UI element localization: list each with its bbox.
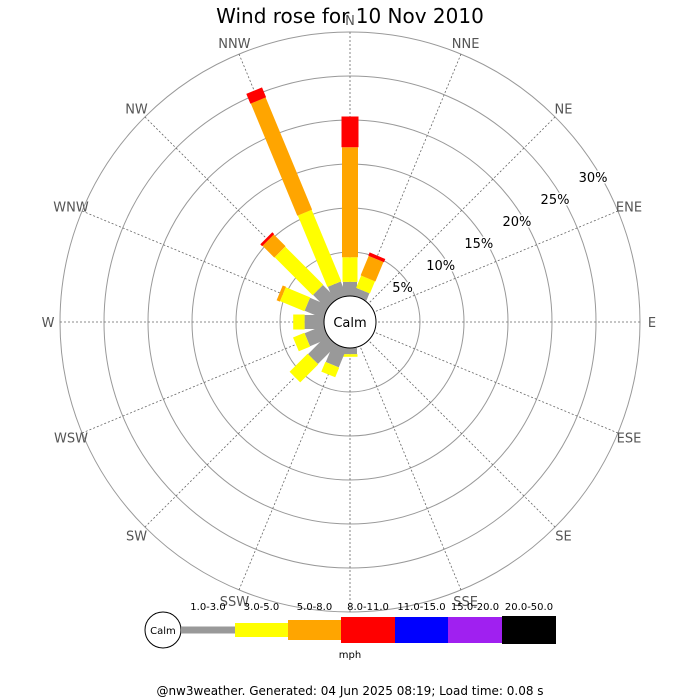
legend-swatch-8.0-11.0 [341, 617, 395, 643]
bar-N-5.0-8.0 [342, 147, 358, 258]
bar-NNE-8.0-11.0 [368, 252, 386, 263]
ring-label: 30% [579, 171, 608, 186]
ring-label: 15% [464, 237, 493, 252]
direction-label-SW: SW [126, 530, 147, 545]
bar-SSW-3.0-5.0 [321, 361, 340, 378]
grid-spoke [349, 321, 619, 434]
bar-W-1.0-3.0 [304, 315, 324, 329]
direction-label-NNW: NNW [218, 37, 250, 52]
ring-label: 5% [392, 281, 413, 296]
direction-label-W: W [42, 316, 55, 331]
legend-bin-label: 11.0-15.0 [397, 602, 445, 613]
legend-bin-label: 20.0-50.0 [505, 602, 553, 613]
ring-label: 25% [541, 193, 570, 208]
bar-NW-1.0-3.0 [313, 285, 337, 309]
legend-bin-label: 8.0-11.0 [347, 602, 389, 613]
direction-label-NE: NE [555, 103, 573, 118]
bar-W-3.0-5.0 [293, 314, 305, 330]
direction-label-NW: NW [125, 103, 148, 118]
bar-NW-3.0-5.0 [274, 246, 324, 296]
footer-text: @nw3weather. Generated: 04 Jun 2025 08:1… [156, 684, 544, 698]
bar-NW-5.0-8.0 [262, 234, 286, 258]
grid-spoke [349, 321, 556, 528]
bar-N-1.0-3.0 [343, 281, 357, 296]
direction-label-N: N [345, 14, 355, 29]
bar-S-1.0-3.0 [343, 348, 357, 355]
legend-swatch-11.0-15.0 [395, 617, 448, 643]
bars-layer: Calm [246, 87, 386, 383]
legend-bin-label: 1.0-3.0 [190, 602, 225, 613]
legend-bin-label: 3.0-5.0 [244, 602, 279, 613]
labels-layer: NNNENEENEEESESESSESSSWSWWSWWWNWNWNNW5%10… [42, 14, 657, 633]
bar-NW-8.0-11.0 [260, 232, 275, 247]
bar-N-3.0-5.0 [342, 257, 358, 282]
direction-label-SE: SE [555, 530, 571, 545]
legend-swatch-15.0-20.0 [448, 617, 502, 643]
bar-SSW-1.0-3.0 [325, 343, 347, 368]
bar-WNW-1.0-3.0 [304, 297, 329, 319]
direction-label-SSE: SSE [453, 595, 478, 610]
bar-NNW-3.0-5.0 [297, 209, 342, 287]
bar-SW-1.0-3.0 [308, 335, 337, 364]
bar-WNW-5.0-8.0 [276, 285, 286, 302]
bar-SW-3.0-5.0 [289, 353, 319, 383]
legend-bin-label: 15.0-20.0 [451, 602, 499, 613]
direction-label-E: E [648, 316, 656, 331]
bar-WSW-3.0-5.0 [293, 332, 311, 352]
direction-label-WSW: WSW [54, 432, 88, 447]
bar-NNE-1.0-3.0 [353, 288, 370, 301]
bar-N-8.0-11.0 [341, 116, 359, 148]
legend-calm-label: Calm [150, 626, 176, 637]
direction-label-SSW: SSW [220, 595, 250, 610]
legend-swatch-3.0-5.0 [235, 623, 288, 637]
legend-swatch-5.0-8.0 [288, 620, 341, 640]
legend-swatch-20.0-50.0 [502, 616, 556, 644]
legend-bin-label: 5.0-8.0 [297, 602, 332, 613]
bar-NNW-8.0-11.0 [246, 87, 267, 104]
bar-NNE-3.0-5.0 [356, 275, 375, 294]
direction-label-ESE: ESE [617, 432, 642, 447]
grid-spoke [349, 210, 619, 323]
ring-label: 20% [502, 215, 531, 230]
legend-swatch-1.0-3.0 [181, 626, 235, 634]
legend: Calm 1.0-3.0 3.0-5.0 5.0-8.0 8.0-11.0 11.0-15… [144, 602, 556, 661]
bar-NNW-1.0-3.0 [327, 281, 347, 301]
grid-spoke [349, 116, 556, 323]
direction-label-ENE: ENE [616, 200, 642, 215]
grid-spoke [349, 321, 462, 591]
ring-label: 10% [426, 259, 455, 274]
calm-label: Calm [333, 316, 366, 331]
chart-title: Wind rose for 10 Nov 2010 [216, 4, 484, 28]
bar-WNW-3.0-5.0 [280, 287, 311, 312]
legend-unit-label: mph [339, 650, 361, 661]
direction-label-NNE: NNE [452, 37, 480, 52]
calm-circle [323, 295, 377, 349]
bar-S-3.0-5.0 [342, 354, 358, 357]
bar-WSW-1.0-3.0 [304, 325, 329, 347]
bar-NNW-5.0-8.0 [250, 97, 313, 216]
bar-NNE-5.0-8.0 [360, 255, 384, 282]
direction-label-WNW: WNW [53, 200, 89, 215]
